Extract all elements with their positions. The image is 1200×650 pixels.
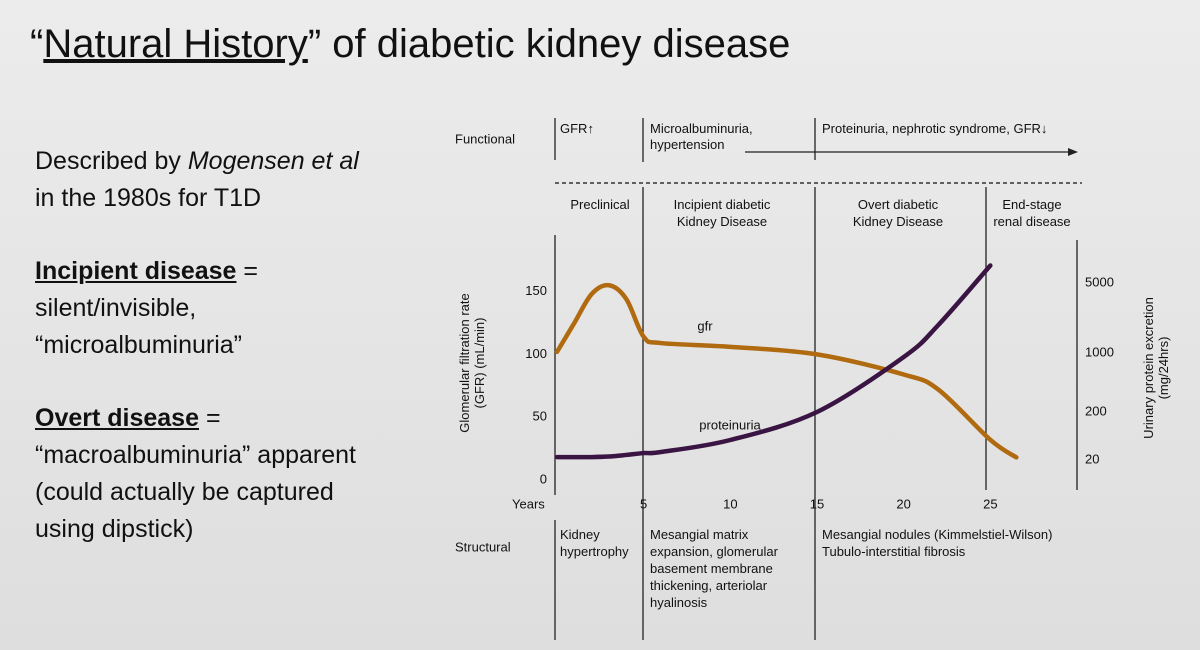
- functional-item-line: Proteinuria, nephrotic syndrome, GFR↓: [822, 121, 1047, 136]
- series-line: [554, 282, 1019, 460]
- structural-item-line: expansion, glomerular: [650, 544, 779, 559]
- structural-item-line: thickening, arteriolar: [650, 578, 768, 593]
- y-axis-title-line: Glomerular filtration rate: [457, 293, 472, 432]
- y-tick-label: 50: [533, 409, 547, 424]
- y2-tick-label: 20: [1085, 451, 1099, 466]
- stage-label-line: Preclinical: [570, 197, 629, 212]
- text-line: Described by Mogensen et al: [35, 143, 359, 180]
- y2-tick-label: 5000: [1085, 274, 1114, 289]
- text-line: “microalbuminuria”: [35, 327, 258, 364]
- x-tick-label: 20: [896, 496, 910, 511]
- functional-item: Microalbuminuria, hypertension: [650, 121, 753, 152]
- y2-tick-label: 1000: [1085, 344, 1114, 359]
- stage-label: Incipient diabetic Kidney Disease: [674, 197, 771, 229]
- y-tick-label: 150: [525, 283, 547, 298]
- y2-axis-title: Urinary protein excretion(mg/24hrs): [1141, 297, 1171, 439]
- slide-title: “Natural History” of diabetic kidney dis…: [30, 22, 790, 67]
- series-label: proteinuria: [699, 417, 761, 432]
- x-axis-label: Years: [512, 496, 545, 511]
- text-run: “macroalbuminuria” apparent: [35, 441, 356, 469]
- text-run: Mogensen et al: [187, 147, 359, 175]
- structural-item-line: hyalinosis: [650, 595, 708, 610]
- text-line: Incipient disease =: [35, 253, 258, 290]
- y-tick-label: 100: [525, 346, 547, 361]
- text-line: silent/invisible,: [35, 290, 258, 327]
- x-tick-label: 25: [983, 496, 997, 511]
- structural-item: Mesangial nodules (Kimmelstiel-Wilson) Tu…: [822, 527, 1052, 559]
- y-axis-title: Glomerular filtration rate(GFR) (mL/min): [457, 293, 487, 432]
- text-run: =: [199, 404, 221, 432]
- text-run: using dipstick): [35, 515, 194, 543]
- functional-item-line: GFR↑: [560, 121, 594, 136]
- stage-label-line: End-stage: [1002, 197, 1061, 212]
- structural-item-line: Tubulo-interstitial fibrosis: [822, 544, 966, 559]
- text-line: (could actually be captured: [35, 474, 356, 511]
- structural-label: Structural: [455, 539, 511, 554]
- title-rest: ” of diabetic kidney disease: [307, 22, 791, 66]
- structural-item-line: Kidney: [560, 527, 600, 542]
- x-tick-label: 15: [810, 496, 824, 511]
- stage-label: Overt diabetic Kidney Disease: [853, 197, 943, 229]
- text-run: (could actually be captured: [35, 478, 334, 506]
- structural-item-line: Mesangial matrix: [650, 527, 749, 542]
- x-tick-label: 5: [640, 496, 647, 511]
- y2-axis-title-line: (mg/24hrs): [1156, 337, 1171, 400]
- stage-label-line: Kidney Disease: [853, 214, 943, 229]
- text-line: “macroalbuminuria” apparent: [35, 437, 356, 474]
- text-run: “microalbuminuria”: [35, 331, 242, 359]
- title-quote: “: [30, 22, 44, 66]
- y-axis-title-line: (GFR) (mL/min): [472, 318, 487, 409]
- stage-label: End-stage renal disease: [993, 197, 1070, 229]
- text-line: Overt disease =: [35, 400, 356, 437]
- y2-axis-title-line: Urinary protein excretion: [1141, 297, 1156, 439]
- y2-tick-label: 200: [1085, 403, 1107, 418]
- stage-label-line: Kidney Disease: [677, 214, 767, 229]
- paragraph: Overt disease = “macroalbuminuria” appare…: [35, 400, 356, 548]
- stage-label-line: Overt diabetic: [858, 197, 939, 212]
- structural-item-line: basement membrane: [650, 561, 773, 576]
- x-tick-label: 10: [723, 496, 737, 511]
- text-run: =: [236, 257, 259, 285]
- paragraph: Described by Mogensen et al in the 1980s …: [35, 143, 359, 217]
- stage-label-line: Incipient diabetic: [674, 197, 771, 212]
- title-underlined: Natural History: [43, 22, 308, 66]
- series-label: gfr: [697, 318, 713, 333]
- functional-item: GFR↑: [560, 121, 594, 136]
- text-run: silent/invisible,: [35, 294, 197, 322]
- functional-item: Proteinuria, nephrotic syndrome, GFR↓: [822, 121, 1047, 136]
- functional-item-line: Microalbuminuria,: [650, 121, 753, 136]
- structural-item: Mesangial matrix expansion, glomerular bas…: [650, 527, 779, 610]
- structural-item-line: hypertrophy: [560, 544, 629, 559]
- text-line: using dipstick): [35, 511, 356, 548]
- arrow-head: [1068, 148, 1078, 156]
- y-tick-label: 0: [540, 471, 547, 486]
- structural-item: Kidney hypertrophy: [560, 527, 629, 559]
- stage-label: Preclinical: [570, 197, 629, 212]
- text-run: Incipient disease: [35, 257, 237, 285]
- structural-item-line: Mesangial nodules (Kimmelstiel-Wilson): [822, 527, 1052, 542]
- stage-label-line: renal disease: [993, 214, 1070, 229]
- series-line: [554, 263, 993, 460]
- text-run: Overt disease: [35, 404, 199, 432]
- functional-label: Functional: [455, 131, 515, 146]
- text-run: Described by: [35, 147, 188, 175]
- text-line: in the 1980s for T1D: [35, 180, 359, 217]
- functional-item-line: hypertension: [650, 137, 724, 152]
- paragraph: Incipient disease = silent/invisible, “mic…: [35, 253, 258, 364]
- text-run: in the 1980s for T1D: [35, 184, 262, 212]
